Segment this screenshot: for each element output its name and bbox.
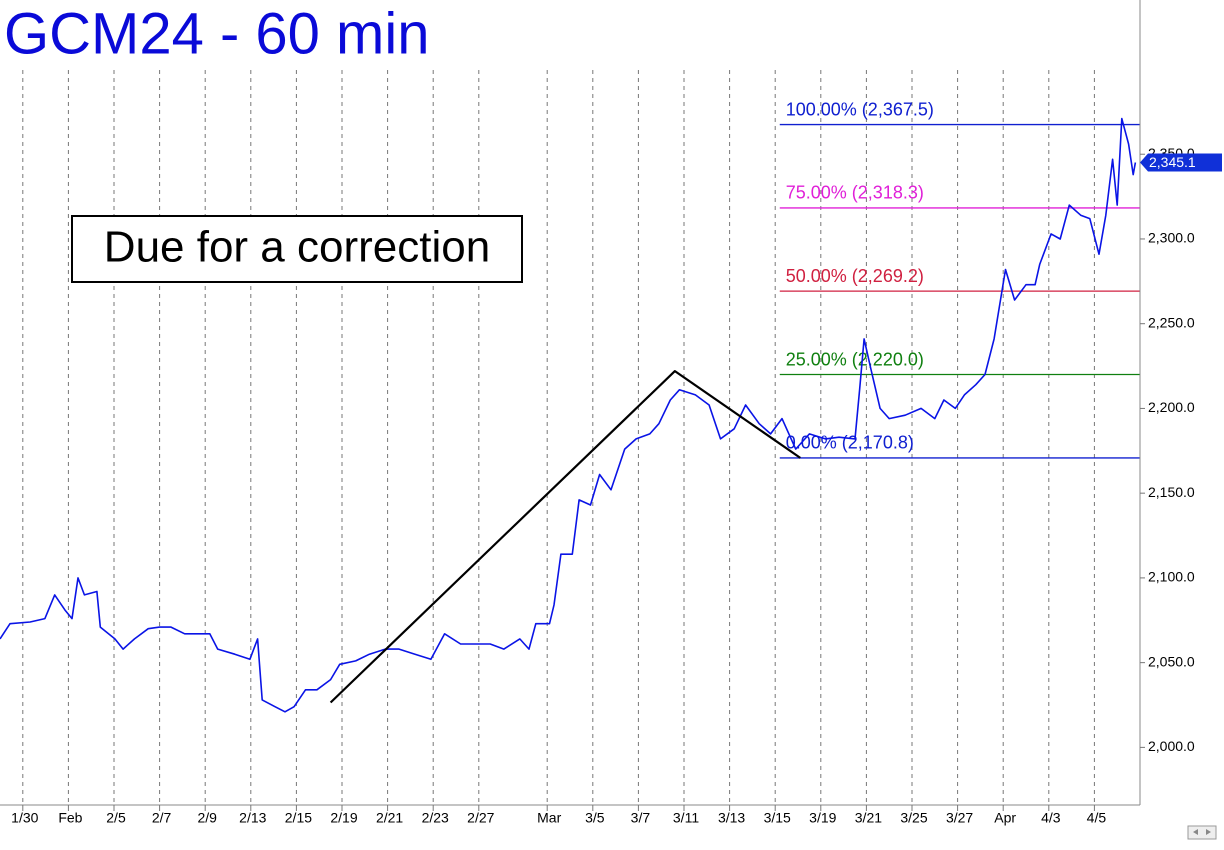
last-price-flag	[1140, 153, 1222, 172]
axes: 1/30 Feb 2/5 2/7 2/9 2/13 2/15 2/19 2/21 2/23 2/27…	[11, 145, 1222, 826]
chart-title: GCM24 - 60 min	[4, 1, 429, 66]
x-tick-label: 3/7	[631, 810, 651, 826]
y-tick-label: 2,300.0	[1148, 230, 1195, 246]
x-tick-label: 2/19	[330, 810, 357, 826]
x-tick-label: 3/11	[673, 810, 699, 826]
x-tick-label: 3/5	[585, 810, 605, 826]
x-tick-label: 3/21	[855, 810, 882, 826]
x-tick-label: 3/19	[809, 810, 836, 826]
x-tick-label: 3/13	[718, 810, 745, 826]
x-tick-label: 2/5	[106, 810, 126, 826]
x-tick-label: 2/27	[467, 810, 494, 826]
x-tick-label: Feb	[58, 810, 82, 826]
y-tick-label: 2,200.0	[1148, 399, 1195, 415]
annotation-box	[71, 215, 523, 283]
x-tick-label: 1/30	[11, 810, 38, 826]
level-label: 0.00% (2,170.8)	[786, 433, 914, 453]
x-tick-label: 4/5	[1087, 810, 1107, 826]
x-tick-label: 3/15	[764, 810, 791, 826]
level-label: 50.00% (2,269.2)	[786, 266, 924, 286]
level-label: 75.00% (2,318.3)	[786, 183, 924, 203]
x-tick-label: 2/15	[285, 810, 312, 826]
y-tick-label: 2,050.0	[1148, 653, 1195, 669]
plot	[0, 117, 1137, 713]
x-tick-label: 2/9	[197, 810, 217, 826]
scroll-icon	[1187, 825, 1217, 840]
x-tick-label: Apr	[994, 810, 1016, 826]
y-tick-label: 2,150.0	[1148, 484, 1195, 500]
last-price-label: 2,345.1	[1149, 154, 1196, 170]
level-label: 100.00% (2,367.5)	[786, 99, 934, 119]
x-tick-label: Mar	[537, 810, 561, 826]
grid	[22, 70, 1095, 805]
annotation: Due for a correction	[104, 223, 490, 272]
y-tick-label: 2,000.0	[1148, 738, 1195, 754]
level-label: 25.00% (2,220.0)	[786, 349, 924, 369]
x-tick-label: 2/21	[376, 810, 403, 826]
fib-levels: 100.00% (2,367.5) 75.00% (2,318.3) 50.00% …	[779, 99, 1140, 459]
x-tick-label: 3/25	[900, 810, 927, 826]
x-tick-label: 2/23	[422, 810, 449, 826]
x-tick-label: 2/13	[239, 810, 266, 826]
x-tick-label: 4/3	[1041, 810, 1061, 826]
y-tick-label: 2,100.0	[1148, 569, 1195, 585]
x-tick-label: 2/7	[152, 810, 172, 826]
x-tick-label: 3/27	[946, 810, 973, 826]
trendline	[329, 370, 801, 704]
y-tick-label: 2,250.0	[1148, 314, 1195, 330]
price-line	[0, 117, 1137, 713]
